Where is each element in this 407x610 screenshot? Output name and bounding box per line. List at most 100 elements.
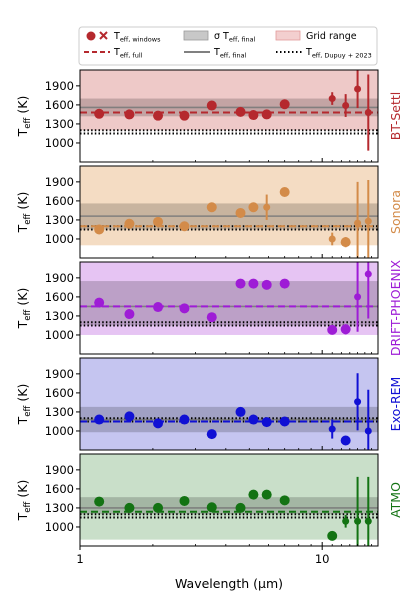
- model-name-label: ATMO: [388, 482, 403, 518]
- data-point: [279, 278, 290, 289]
- data-point: [342, 102, 350, 110]
- data-point: [340, 435, 351, 446]
- legend-label-final: Teff, final: [213, 47, 247, 60]
- y-axis-label-main: T: [15, 320, 30, 329]
- data-point: [206, 312, 217, 323]
- x-tick-label: 1: [76, 552, 83, 566]
- y-tick-label: 1600: [45, 194, 74, 208]
- x-axis-label: Wavelength (µm): [175, 576, 283, 591]
- data-point: [354, 293, 362, 301]
- y-tick-label: 1000: [45, 520, 74, 534]
- grid-range-band: [80, 70, 378, 131]
- legend-label-main: σ T: [214, 31, 229, 42]
- y-tick-label: 1900: [45, 367, 74, 381]
- data-point: [94, 297, 105, 308]
- y-tick-label: 1300: [45, 405, 74, 419]
- x-axis: 1 10 Wavelength (µm): [76, 546, 330, 591]
- data-point: [354, 85, 362, 93]
- sigma-band: [80, 281, 378, 326]
- y-axis-label-main: T: [15, 512, 30, 521]
- data-point: [124, 309, 135, 320]
- y-tick-label: 1000: [45, 232, 74, 246]
- data-point: [153, 216, 164, 227]
- y-axis-label: Teff (K): [15, 96, 33, 138]
- y-tick-label: 1600: [45, 290, 74, 304]
- panel-plot-area: [80, 262, 378, 335]
- data-point: [328, 425, 336, 433]
- data-point: [327, 324, 338, 335]
- data-point: [124, 109, 135, 120]
- data-point: [364, 427, 372, 435]
- data-point: [263, 203, 271, 211]
- legend-frame: [78, 26, 378, 66]
- data-point: [124, 411, 135, 422]
- legend-label-main: Grid range: [306, 31, 357, 42]
- data-point: [153, 418, 164, 429]
- y-axis-label-unit: (K): [15, 192, 30, 214]
- y-tick-label: 1900: [45, 271, 74, 285]
- panel-frame: [79, 165, 379, 259]
- y-axis-label: Teff (K): [15, 480, 33, 522]
- data-point: [124, 218, 135, 229]
- data-point: [235, 502, 246, 513]
- y-tick-label: 1300: [45, 501, 74, 515]
- data-point: [354, 398, 362, 406]
- y-axis-label-sub: eff: [23, 308, 33, 320]
- legend-label-main: T: [213, 47, 220, 58]
- data-point: [235, 278, 246, 289]
- data-point: [364, 217, 372, 225]
- y-tick-label: 1000: [45, 424, 74, 438]
- data-point: [261, 489, 272, 500]
- data-point: [94, 224, 105, 235]
- panel-plot-area: [80, 358, 378, 450]
- data-point: [235, 207, 246, 218]
- data-point: [279, 416, 290, 427]
- y-tick-label: 1300: [45, 309, 74, 323]
- data-point: [248, 414, 259, 425]
- legend-label-main: T: [113, 31, 120, 42]
- data-point: [354, 517, 362, 525]
- legend-label-sigma: σ Teff, final: [214, 31, 256, 44]
- panel-exo-rem: 1000 1300 1600 1900 Teff (K) Exo-REM: [15, 357, 403, 451]
- y-tick-label: 1900: [45, 79, 74, 93]
- data-point: [279, 495, 290, 506]
- legend-label-dupuy: Teff, Dupuy + 2023: [305, 47, 372, 60]
- data-point: [340, 324, 351, 335]
- legend-label-sub: eff, windows: [120, 36, 161, 44]
- data-point: [364, 109, 372, 117]
- y-axis-label-main: T: [15, 416, 30, 425]
- data-point: [94, 414, 105, 425]
- legend-label-main: T: [113, 47, 120, 58]
- legend-label-windows: Teff, windows: [113, 31, 161, 44]
- data-point: [248, 489, 259, 500]
- grid-range-band: [80, 166, 378, 246]
- panel-plot-area: [80, 166, 378, 258]
- panel-plot-area: [80, 454, 378, 546]
- y-axis-label-unit: (K): [15, 480, 30, 502]
- legend-patch-sigma: [183, 30, 209, 41]
- model-name-label: BT-Settl: [388, 92, 403, 140]
- y-tick-label: 1600: [45, 386, 74, 400]
- panel-frame: [79, 69, 379, 163]
- y-axis-label-main: T: [15, 128, 30, 137]
- data-point: [327, 530, 338, 541]
- data-point: [279, 99, 290, 110]
- data-point: [248, 110, 259, 121]
- legend-patch-grid: [275, 30, 301, 41]
- y-axis-label: Teff (K): [15, 384, 33, 426]
- data-point: [248, 278, 259, 289]
- y-axis-label: Teff (K): [15, 192, 33, 234]
- y-axis-label-sub: eff: [23, 212, 33, 224]
- data-point: [354, 219, 362, 227]
- data-point: [124, 502, 135, 513]
- panel-bt-settl: 1000 1300 1600 1900 Teff (K) BT-Settl: [15, 69, 403, 163]
- data-point: [179, 495, 190, 506]
- legend-label-sub: eff, full: [120, 52, 143, 60]
- y-tick-label: 1000: [45, 136, 74, 150]
- data-point: [153, 502, 164, 513]
- panel-frame: [79, 453, 379, 547]
- y-axis-label-sub: eff: [23, 116, 33, 128]
- legend-label-sub: eff, final: [229, 36, 256, 44]
